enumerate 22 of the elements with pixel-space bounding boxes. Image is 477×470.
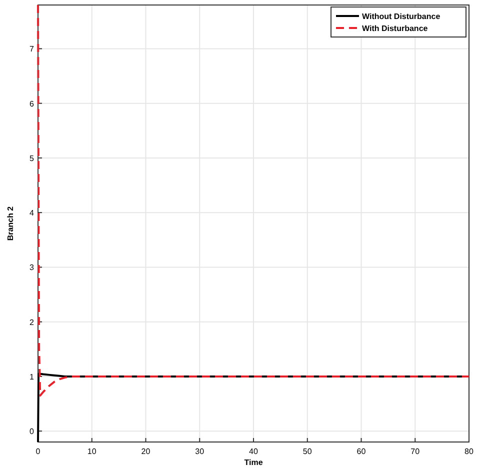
y-tick-label: 0 (30, 427, 35, 436)
y-tick-label: 6 (30, 99, 35, 108)
x-tick-label: 30 (195, 447, 205, 456)
legend-label: Without Disturbance (362, 12, 441, 21)
y-tick-label: 5 (30, 154, 35, 163)
x-axis-title: Time (244, 458, 264, 467)
x-tick-label: 40 (249, 447, 258, 456)
y-tick-label: 1 (30, 372, 35, 382)
x-tick-label: 80 (464, 447, 474, 456)
x-tick-label: 0 (36, 447, 41, 456)
y-tick-label: 2 (30, 318, 35, 327)
x-tick-label: 50 (302, 447, 312, 456)
x-tick-label: 60 (356, 447, 366, 456)
y-tick-label: 7 (30, 44, 35, 54)
line-series (37, 4, 470, 397)
y-tick-label: 3 (30, 263, 35, 272)
y-tick-label: 4 (30, 208, 35, 218)
x-tick-label: 70 (410, 447, 420, 456)
legend-label: With Disturbance (362, 24, 428, 33)
y-axis-title: Branch 2 (6, 206, 15, 241)
x-tick-label: 20 (141, 447, 151, 456)
x-tick-label: 10 (87, 447, 97, 456)
